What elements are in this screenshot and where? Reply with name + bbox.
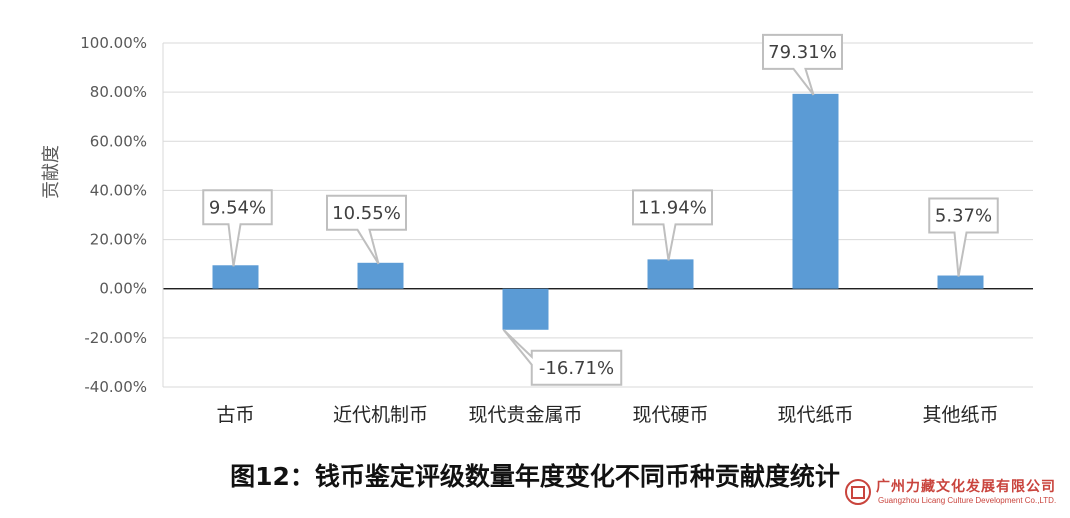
company-name-en: Guangzhou Licang Culture Development Co.… bbox=[878, 496, 1057, 505]
x-category-label: 古币 bbox=[216, 404, 254, 426]
y-axis-ticks: 100.00% 80.00% 60.00% 40.00% 20.00% 0.00% -20.… bbox=[80, 34, 147, 396]
figure-title: 图12：钱币鉴定评级数量年度变化不同币种贡献度统计 bbox=[230, 462, 840, 491]
data-label-callout bbox=[202, 189, 273, 267]
company-watermark: 广州力藏文化发展有限公司 Guangzhou Licang Culture De… bbox=[842, 474, 1064, 514]
data-label-callout bbox=[326, 194, 407, 265]
data-label: -16.71% bbox=[539, 358, 614, 379]
bar bbox=[937, 275, 984, 289]
y-tick-label: 100.00% bbox=[80, 34, 147, 52]
data-label-callout bbox=[762, 33, 843, 96]
y-axis-label: 贡献度 bbox=[41, 145, 62, 199]
data-label-callout bbox=[632, 189, 713, 261]
bar bbox=[212, 265, 259, 289]
data-label: 9.54% bbox=[209, 197, 266, 218]
y-tick-label: 20.00% bbox=[90, 231, 147, 249]
x-category-label: 其他纸币 bbox=[922, 404, 998, 426]
x-axis-categories: 古币 近代机制币 现代贵金属币 现代硬币 现代纸币 其他纸币 bbox=[216, 404, 998, 426]
company-name-cn: 广州力藏文化发展有限公司 bbox=[876, 479, 1056, 495]
bar bbox=[647, 259, 694, 289]
y-tick-label: 60.00% bbox=[90, 132, 147, 150]
x-category-label: 近代机制币 bbox=[333, 404, 428, 426]
x-category-label: 现代纸币 bbox=[777, 404, 853, 426]
data-label-callout bbox=[502, 329, 623, 386]
data-label: 11.94% bbox=[638, 197, 707, 218]
y-tick-label: 40.00% bbox=[90, 181, 147, 199]
bar bbox=[502, 288, 549, 330]
y-tick-label: -40.00% bbox=[84, 378, 147, 396]
data-label: 10.55% bbox=[332, 203, 401, 224]
y-tick-label: 0.00% bbox=[99, 280, 147, 298]
data-label-callout bbox=[928, 197, 999, 277]
gridlines bbox=[162, 42, 1033, 388]
data-label: 79.31% bbox=[768, 42, 837, 63]
company-logo-icon bbox=[845, 479, 871, 505]
data-labels: 9.54% 10.55% -16.71% 11.94% 79.31% 5.37% bbox=[202, 33, 999, 386]
bar-chart: 100.00% 80.00% 60.00% 40.00% 20.00% 0.00% -20.… bbox=[41, 33, 1033, 426]
bar bbox=[792, 93, 839, 289]
bar bbox=[357, 262, 404, 289]
y-tick-label: 80.00% bbox=[90, 83, 147, 101]
x-category-label: 现代贵金属币 bbox=[468, 404, 582, 426]
data-label: 5.37% bbox=[935, 206, 992, 227]
x-category-label: 现代硬币 bbox=[632, 404, 708, 426]
bars bbox=[212, 93, 984, 330]
y-tick-label: -20.00% bbox=[84, 329, 147, 347]
